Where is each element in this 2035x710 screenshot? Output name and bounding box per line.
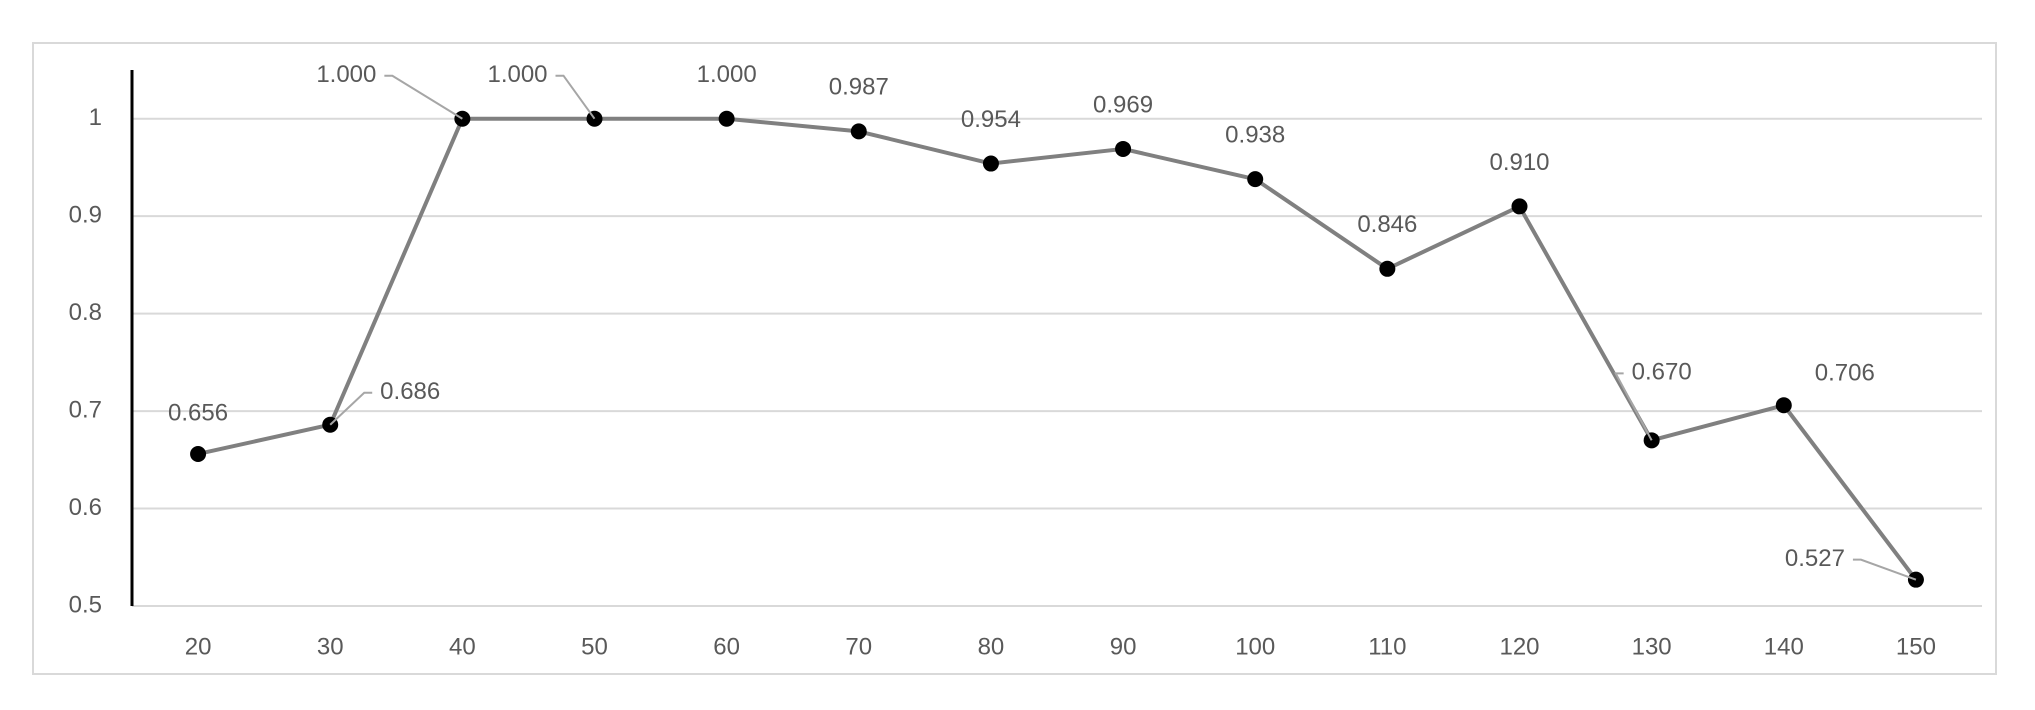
x-tick-label: 30: [317, 633, 344, 660]
leader-line: [1852, 558, 1917, 581]
data-label: 0.706: [1815, 360, 1875, 387]
leader-line: [1613, 372, 1653, 441]
x-tick-label: 60: [713, 633, 740, 660]
data-label: 0.954: [961, 106, 1021, 133]
x-tick-label: 150: [1896, 633, 1936, 660]
data-label: 0.670: [1632, 359, 1692, 386]
data-point: [850, 123, 867, 140]
leader-line: [555, 74, 596, 120]
data-label: 0.686: [380, 378, 440, 405]
data-point: [190, 445, 207, 462]
x-tick-label: 70: [845, 633, 872, 660]
x-tick-label: 80: [978, 633, 1005, 660]
x-tick-label: 140: [1764, 633, 1804, 660]
data-point: [1379, 260, 1396, 277]
y-tick-label: 0.9: [69, 202, 102, 229]
data-point: [1775, 397, 1792, 414]
x-tick-label: 20: [185, 633, 212, 660]
data-point: [1511, 198, 1528, 215]
x-tick-label: 90: [1110, 633, 1137, 660]
y-tick-label: 0.8: [69, 299, 102, 326]
data-point: [1115, 140, 1132, 157]
x-tick-label: 110: [1368, 633, 1406, 660]
leader-line: [384, 74, 463, 120]
data-point: [718, 110, 735, 127]
data-label: 1.000: [487, 61, 547, 88]
leader-line: [329, 391, 373, 426]
y-tick-label: 1: [89, 104, 102, 131]
y-tick-label: 0.5: [69, 591, 102, 618]
data-label: 0.846: [1357, 211, 1417, 238]
data-label: 1.000: [316, 61, 376, 88]
y-tick-label: 0.7: [69, 396, 102, 423]
data-label: 0.527: [1785, 545, 1845, 572]
data-label: 0.987: [829, 74, 889, 101]
x-tick-label: 120: [1499, 633, 1539, 660]
data-label: 0.656: [168, 399, 228, 426]
x-tick-label: 130: [1632, 633, 1672, 660]
data-label: 1.000: [697, 61, 757, 88]
data-label: 0.969: [1093, 91, 1153, 118]
data-point: [1247, 171, 1264, 188]
y-tick-label: 0.6: [69, 494, 102, 521]
data-label: 0.910: [1489, 149, 1549, 176]
x-tick-label: 50: [581, 633, 608, 660]
x-tick-label: 40: [449, 633, 476, 660]
data-point: [982, 155, 999, 172]
data-label: 0.938: [1225, 121, 1285, 148]
chart-border: [32, 42, 1997, 675]
x-tick-label: 100: [1235, 633, 1275, 660]
